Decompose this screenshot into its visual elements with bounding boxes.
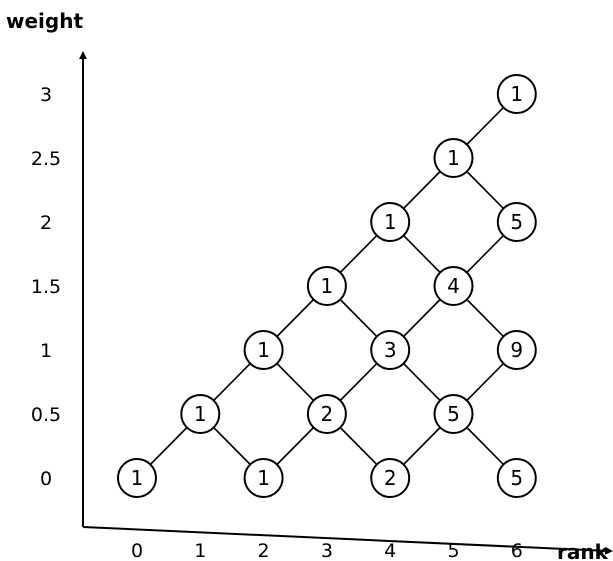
node-n21: 1 [243,330,284,370]
x-tick-label: 0 [131,540,143,561]
y-tick-labels: 0 0.5 1 1.5 2 2.5 3 [31,84,61,490]
node-label: 4 [447,274,460,298]
node-circle [496,330,537,370]
x-tick-label: 5 [447,540,459,561]
node-n00: 1 [117,458,157,498]
y-tick-label: 3 [40,84,52,106]
node-circle [496,202,537,242]
node-n20: 1 [243,458,284,498]
node-label: 1 [384,210,397,234]
y-tick-label: 1.5 [31,276,61,298]
node-label: 2 [384,466,397,490]
node-circle [496,74,537,114]
node-label: 2 [321,402,334,426]
node-n515: 4 [433,266,474,306]
node-circle [243,458,284,498]
y-tick-label: 2.5 [31,148,61,170]
x-axis-line [82,526,613,555]
node-circle [433,394,474,434]
node-circle [433,138,474,178]
node-n41: 3 [370,330,411,370]
node-circle [117,458,157,498]
x-tick-label: 3 [321,540,333,561]
x-tick-label: 6 [511,540,523,561]
node-circle [433,266,474,306]
node-label: 5 [510,466,523,490]
y-tick-label: 1 [40,340,52,362]
x-axis-title: rank [557,540,609,561]
x-tick-label: 2 [258,540,270,561]
node-n505: 5 [433,394,474,434]
node-n42: 1 [370,202,411,242]
node-label: 1 [257,338,270,362]
y-tick-label: 0.5 [31,404,61,426]
node-circle [306,394,347,434]
node-circle [370,458,411,498]
node-n525: 1 [433,138,474,178]
node-n60: 5 [496,458,537,498]
node-n40: 2 [370,458,411,498]
x-tick-label: 1 [194,540,206,561]
node-label: 5 [510,210,523,234]
y-tick-label: 2 [40,212,52,234]
nodes: 1 1 1 1 2 1 2 3 1 5 4 1 5 9 5 1 [117,74,537,498]
x-tick-labels: 0 1 2 3 4 5 6 [131,540,523,561]
node-label: 1 [321,274,334,298]
node-circle [180,394,221,434]
node-label: 5 [447,402,460,426]
node-label: 1 [257,466,270,490]
node-label: 1 [510,82,523,106]
node-circle [496,458,537,498]
node-circle [243,330,284,370]
node-circle [370,202,411,242]
node-label: 1 [447,146,460,170]
y-axis-title: weight [6,9,83,33]
node-n63: 1 [496,74,537,114]
node-n61: 9 [496,330,537,370]
axes: weight rank [6,9,613,561]
node-label: 1 [194,402,207,426]
node-n62: 5 [496,202,537,242]
x-tick-label: 4 [384,540,396,561]
node-label: 1 [131,466,144,490]
y-tick-label: 0 [40,468,52,490]
node-circle [306,266,347,306]
node-label: 3 [384,338,397,362]
node-label: 9 [510,338,523,362]
node-n105: 1 [180,394,221,434]
node-n315: 1 [306,266,347,306]
node-circle [370,330,411,370]
node-n305: 2 [306,394,347,434]
